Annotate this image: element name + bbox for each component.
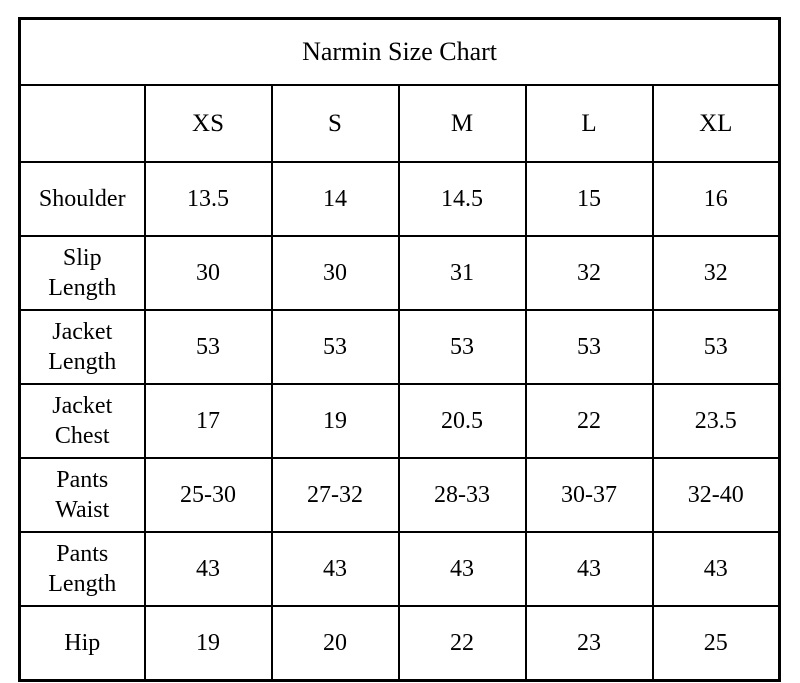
size-value-cell: 19: [270, 383, 400, 459]
size-value-cell: 17: [143, 383, 273, 459]
size-value-cell: 25: [651, 605, 781, 682]
measurement-label: Slip Length: [18, 235, 146, 311]
size-value-cell: 53: [270, 309, 400, 385]
size-value-cell: 22: [524, 383, 654, 459]
size-value-cell: 23.5: [651, 383, 781, 459]
size-value-cell: 43: [270, 531, 400, 607]
size-value-cell: 53: [143, 309, 273, 385]
size-value-cell: 32: [651, 235, 781, 311]
size-value-cell: 43: [397, 531, 527, 607]
table-row-hip: Hip 19 20 22 23 25: [18, 605, 781, 682]
size-value-cell: 32: [524, 235, 654, 311]
table-row-pants-length: Pants Length 43 43 43 43 43: [18, 531, 781, 607]
size-value-cell: 28-33: [397, 457, 527, 533]
size-value-cell: 20.5: [397, 383, 527, 459]
size-value-cell: 31: [397, 235, 527, 311]
size-value-cell: 22: [397, 605, 527, 682]
size-value-cell: 13.5: [143, 161, 273, 237]
size-value-cell: 19: [143, 605, 273, 682]
size-value-cell: 32-40: [651, 457, 781, 533]
measurement-label: Pants Waist: [18, 457, 146, 533]
size-value-cell: 53: [524, 309, 654, 385]
measurement-label: Shoulder: [18, 161, 146, 237]
size-column-header-m: M: [397, 84, 527, 163]
table-row-slip-length: Slip Length 30 30 31 32 32: [18, 235, 781, 311]
table-title-row: Narmin Size Chart: [18, 17, 781, 86]
size-value-cell: 23: [524, 605, 654, 682]
size-value-cell: 43: [524, 531, 654, 607]
table-row-jacket-length: Jacket Length 53 53 53 53 53: [18, 309, 781, 385]
size-value-cell: 30-37: [524, 457, 654, 533]
size-value-cell: 27-32: [270, 457, 400, 533]
size-value-cell: 25-30: [143, 457, 273, 533]
size-value-cell: 43: [143, 531, 273, 607]
table-row-shoulder: Shoulder 13.5 14 14.5 15 16: [18, 161, 781, 237]
table-row-jacket-chest: Jacket Chest 17 19 20.5 22 23.5: [18, 383, 781, 459]
size-value-cell: 14.5: [397, 161, 527, 237]
size-value-cell: 15: [524, 161, 654, 237]
size-chart-container: Narmin Size Chart XS S M L XL Shoulder 1…: [18, 17, 782, 682]
size-value-cell: 53: [651, 309, 781, 385]
table-row-pants-waist: Pants Waist 25-30 27-32 28-33 30-37 32-4…: [18, 457, 781, 533]
chart-title: Narmin Size Chart: [18, 17, 781, 86]
size-column-header-s: S: [270, 84, 400, 163]
measurement-label: Hip: [18, 605, 146, 682]
corner-cell: [18, 84, 146, 163]
size-value-cell: 30: [270, 235, 400, 311]
size-chart-table: Narmin Size Chart XS S M L XL Shoulder 1…: [18, 17, 782, 682]
size-value-cell: 20: [270, 605, 400, 682]
measurement-label: Jacket Chest: [18, 383, 146, 459]
size-value-cell: 16: [651, 161, 781, 237]
size-value-cell: 43: [651, 531, 781, 607]
size-value-cell: 30: [143, 235, 273, 311]
measurement-label: Pants Length: [18, 531, 146, 607]
measurement-label: Jacket Length: [18, 309, 146, 385]
size-column-header-l: L: [524, 84, 654, 163]
size-value-cell: 14: [270, 161, 400, 237]
size-value-cell: 53: [397, 309, 527, 385]
size-column-header-xs: XS: [143, 84, 273, 163]
size-column-header-xl: XL: [651, 84, 781, 163]
table-header-row: XS S M L XL: [18, 84, 781, 163]
